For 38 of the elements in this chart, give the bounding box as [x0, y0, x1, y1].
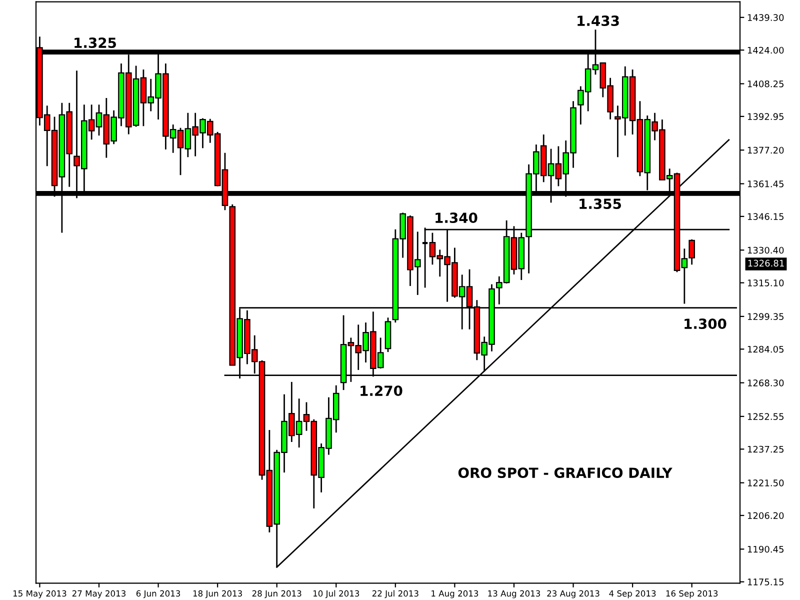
- y-tick-label: 1299.35: [748, 313, 784, 320]
- x-tick-label: 23 Aug 2013: [547, 590, 600, 598]
- series-label: 1.270: [360, 386, 402, 396]
- y-tick-label: 1361.45: [748, 180, 784, 188]
- y-tick-label: 1268.30: [748, 380, 784, 386]
- y-tick-label: 1190.45: [748, 546, 784, 553]
- y-tick-label: 1252.55: [748, 413, 784, 420]
- y-tick-label: 1206.20: [748, 512, 784, 520]
- y-tick-label: 1346.15: [748, 213, 784, 220]
- x-tick-label: 27 May 2013: [72, 590, 126, 598]
- annotation: 1.433: [578, 16, 619, 26]
- x-tick-label: 16 Sep 2013: [666, 590, 718, 598]
- x-tick-label: 15 May 2013: [13, 590, 66, 598]
- y-tick-label: 1315.10: [748, 280, 784, 286]
- y-tick-label: 1330.40: [748, 246, 784, 254]
- x-tick-label: 28 Jun 2013: [252, 590, 302, 598]
- x-tick-label: 1 Aug 2013: [432, 590, 478, 598]
- series-label: 1.340: [436, 212, 478, 224]
- x-tick-label: 13 Aug 2013: [488, 590, 540, 598]
- y-tick-label: 1439.30: [748, 14, 784, 21]
- text: 1326.81: [748, 260, 784, 267]
- y-tick-label: 1284.05: [748, 346, 784, 353]
- y-tick-label: 1408.25: [748, 80, 784, 88]
- x-tick-label: 6 Jun 2013: [136, 590, 180, 598]
- x-tick-label: 4 Sep 2013: [609, 590, 656, 598]
- annotation: ORO SPOT - GRAFICO DAILY: [458, 468, 672, 478]
- y-tick-label: 1424.00: [748, 46, 784, 54]
- y-tick-label: 1237.25: [748, 446, 784, 453]
- y-tick-label: 1175.15: [748, 578, 784, 586]
- x-tick-label: 22 Jul 2013: [372, 590, 418, 598]
- x-tick-label: 10 Jul 2013: [313, 590, 360, 598]
- annotation: 1.355: [580, 198, 621, 210]
- annotation: 1.325: [74, 38, 116, 48]
- y-tick-label: 1221.50: [748, 480, 784, 486]
- y-tick-label: 1377.20: [748, 146, 784, 154]
- legend-label: 1.300: [684, 318, 726, 330]
- y-tick-label: 1392.95: [748, 113, 784, 120]
- x-tick-label: 18 Jun 2013: [193, 590, 242, 598]
